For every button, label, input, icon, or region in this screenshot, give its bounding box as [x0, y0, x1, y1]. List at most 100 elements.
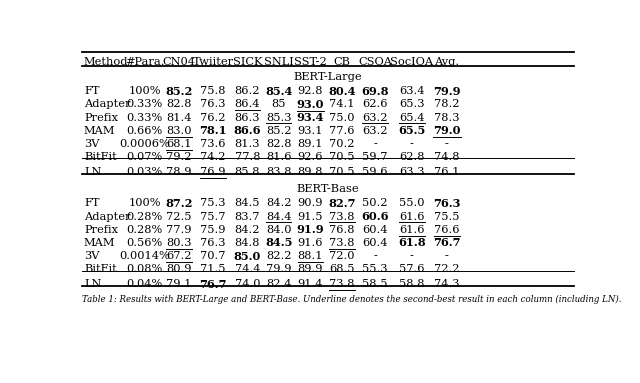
Text: 75.5: 75.5 — [434, 211, 460, 221]
Text: MAM: MAM — [84, 126, 115, 136]
Text: 82.8: 82.8 — [166, 99, 192, 110]
Text: 61.8: 61.8 — [398, 237, 426, 249]
Text: CN04: CN04 — [163, 57, 195, 67]
Text: 92.8: 92.8 — [298, 86, 323, 96]
Text: 89.1: 89.1 — [298, 139, 323, 149]
Text: 60.6: 60.6 — [362, 211, 389, 222]
Text: 79.9: 79.9 — [433, 86, 461, 97]
Text: 0.0014%: 0.0014% — [119, 251, 170, 261]
Text: 73.8: 73.8 — [330, 279, 355, 290]
Text: 0.66%: 0.66% — [127, 126, 163, 136]
Text: 80.4: 80.4 — [328, 86, 356, 97]
Text: 0.56%: 0.56% — [127, 238, 163, 248]
Text: 0.07%: 0.07% — [127, 152, 163, 162]
Text: CSQA: CSQA — [358, 57, 392, 67]
Text: 77.9: 77.9 — [166, 225, 192, 235]
Text: 70.5: 70.5 — [330, 167, 355, 177]
Text: 55.3: 55.3 — [362, 264, 388, 274]
Text: 3V: 3V — [84, 139, 99, 149]
Text: 59.6: 59.6 — [362, 167, 388, 177]
Text: -: - — [410, 251, 414, 261]
Text: BitFit: BitFit — [84, 152, 116, 162]
Text: 83.7: 83.7 — [235, 211, 260, 221]
Text: 0.03%: 0.03% — [127, 167, 163, 177]
Text: 91.5: 91.5 — [298, 211, 323, 221]
Text: BERT-Large: BERT-Large — [294, 72, 362, 82]
Text: 0.33%: 0.33% — [127, 99, 163, 110]
Text: 92.6: 92.6 — [298, 152, 323, 162]
Text: 80.9: 80.9 — [166, 264, 192, 274]
Text: 82.8: 82.8 — [266, 139, 291, 149]
Text: -: - — [445, 251, 449, 261]
Text: 93.4: 93.4 — [297, 112, 324, 123]
Text: 84.5: 84.5 — [235, 198, 260, 208]
Text: 69.8: 69.8 — [362, 86, 389, 97]
Text: Table 1: Results with BERT-Large and BERT-Base. Underline denotes the second-bes: Table 1: Results with BERT-Large and BER… — [83, 295, 622, 304]
Text: 74.8: 74.8 — [434, 152, 460, 162]
Text: 80.3: 80.3 — [166, 238, 192, 248]
Text: 57.6: 57.6 — [399, 264, 424, 274]
Text: 88.1: 88.1 — [298, 251, 323, 261]
Text: FT: FT — [84, 198, 99, 208]
Text: 85: 85 — [271, 99, 286, 110]
Text: 84.5: 84.5 — [265, 237, 292, 249]
Text: Avg.: Avg. — [434, 57, 460, 67]
Text: BitFit: BitFit — [84, 264, 116, 274]
Text: 75.9: 75.9 — [200, 225, 226, 235]
Text: 75.3: 75.3 — [200, 198, 226, 208]
Text: 82.4: 82.4 — [266, 279, 291, 290]
Text: 65.3: 65.3 — [399, 99, 424, 110]
Text: 59.7: 59.7 — [362, 152, 388, 162]
Text: 71.5: 71.5 — [200, 264, 226, 274]
Text: 63.4: 63.4 — [399, 86, 424, 96]
Text: 83.0: 83.0 — [166, 126, 192, 136]
Text: -: - — [373, 251, 377, 261]
Text: 78.3: 78.3 — [434, 113, 460, 123]
Text: 68.5: 68.5 — [330, 264, 355, 274]
Text: #Para.: #Para. — [125, 57, 164, 67]
Text: 73.8: 73.8 — [330, 238, 355, 248]
Text: 76.6: 76.6 — [434, 225, 460, 235]
Text: 73.6: 73.6 — [200, 139, 226, 149]
Text: -: - — [373, 139, 377, 149]
Text: 81.4: 81.4 — [166, 113, 192, 123]
Text: 70.7: 70.7 — [200, 251, 226, 261]
Text: 86.3: 86.3 — [235, 113, 260, 123]
Text: 58.5: 58.5 — [362, 279, 388, 290]
Text: 78.9: 78.9 — [166, 167, 192, 177]
Text: 65.5: 65.5 — [398, 125, 426, 136]
Text: SNLI: SNLI — [264, 57, 294, 67]
Text: 85.8: 85.8 — [235, 167, 260, 177]
Text: 67.2: 67.2 — [166, 251, 192, 261]
Text: CB: CB — [333, 57, 351, 67]
Text: 74.2: 74.2 — [200, 152, 226, 162]
Text: 73.8: 73.8 — [330, 211, 355, 221]
Text: MAM: MAM — [84, 238, 115, 248]
Text: 76.2: 76.2 — [200, 113, 226, 123]
Text: 82.2: 82.2 — [266, 251, 291, 261]
Text: 84.8: 84.8 — [235, 238, 260, 248]
Text: 68.1: 68.1 — [166, 139, 192, 149]
Text: 82.7: 82.7 — [328, 198, 356, 209]
Text: Method: Method — [84, 57, 129, 67]
Text: 0.0006%: 0.0006% — [119, 139, 170, 149]
Text: 79.0: 79.0 — [433, 125, 461, 136]
Text: 62.6: 62.6 — [362, 99, 388, 110]
Text: 76.7: 76.7 — [200, 279, 227, 290]
Text: 89.8: 89.8 — [298, 167, 323, 177]
Text: 70.5: 70.5 — [330, 152, 355, 162]
Text: 60.4: 60.4 — [362, 225, 388, 235]
Text: 63.3: 63.3 — [399, 167, 424, 177]
Text: 0.28%: 0.28% — [127, 225, 163, 235]
Text: 79.2: 79.2 — [166, 152, 192, 162]
Text: SocIQA: SocIQA — [390, 57, 433, 67]
Text: 86.2: 86.2 — [235, 86, 260, 96]
Text: 75.7: 75.7 — [200, 211, 226, 221]
Text: Adapter: Adapter — [84, 211, 131, 221]
Text: 63.2: 63.2 — [362, 113, 388, 123]
Text: 84.2: 84.2 — [235, 225, 260, 235]
Text: Adapter: Adapter — [84, 99, 131, 110]
Text: 91.6: 91.6 — [298, 238, 323, 248]
Text: 0.28%: 0.28% — [127, 211, 163, 221]
Text: 74.0: 74.0 — [235, 279, 260, 290]
